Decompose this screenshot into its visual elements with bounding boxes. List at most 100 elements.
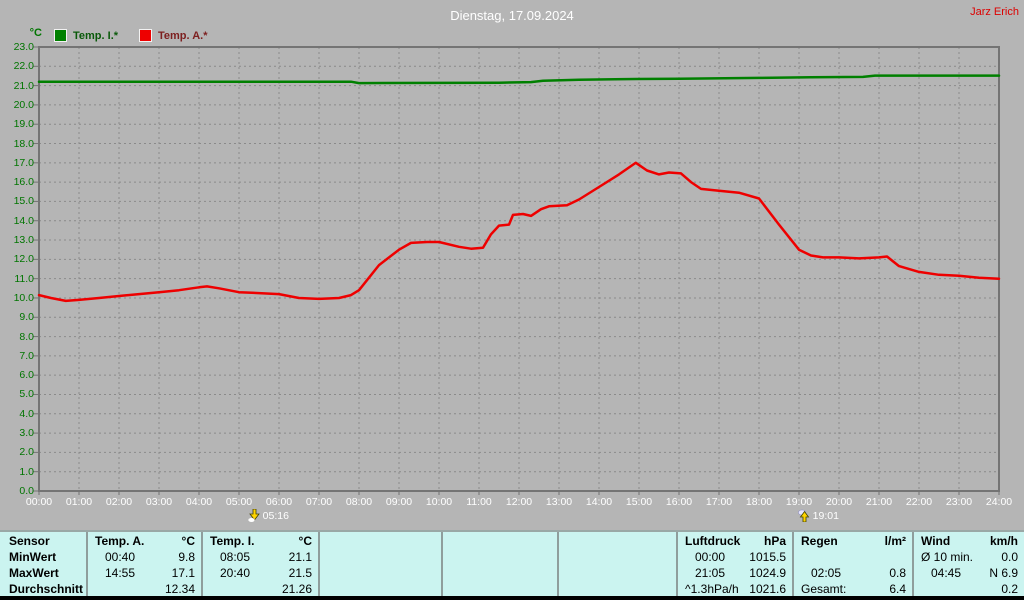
y-axis-tick-label: 13.0: [13, 234, 34, 247]
y-axis-tick-label: 17.0: [13, 156, 34, 169]
table-col-temp-i: Temp. I. °C 08:05 21.1 20:40 21.5 21.26: [203, 532, 320, 596]
sunset-icon: [797, 509, 811, 522]
table-row: [559, 565, 676, 581]
table-row: 08:05 21.1: [203, 549, 318, 565]
x-axis-tick-label: 22:00: [905, 496, 933, 508]
y-axis-unit-label: °C: [29, 27, 42, 39]
x-axis-tick-label: 02:00: [105, 496, 133, 508]
table-row: [443, 549, 557, 565]
cell-time: [559, 581, 566, 596]
temp-a-swatch-icon: [139, 29, 152, 42]
cell-time: [320, 549, 327, 565]
cell-time: 08:05: [220, 550, 251, 564]
table-row: 14:55 17.1: [88, 565, 201, 581]
y-axis-tick-label: 6.0: [19, 369, 34, 382]
x-axis-tick-label: 01:00: [65, 496, 93, 508]
x-axis-tick-label: 20:00: [825, 496, 853, 508]
cell-value: 0.2: [1001, 582, 1018, 596]
cell-time: [443, 581, 450, 596]
column-unit: km/h: [989, 534, 1018, 548]
x-axis-tick-label: 21:00: [865, 496, 893, 508]
cell-value: [551, 549, 557, 565]
y-axis-tick-label: 23.0: [13, 41, 34, 53]
table-row-label: MinWert: [0, 549, 86, 565]
temperature-chart: [33, 46, 1001, 495]
user-name: Jarz Erich: [970, 6, 1019, 18]
cell-time: 04:45: [931, 566, 962, 580]
cell-time: [88, 581, 95, 596]
table-header-row: [443, 533, 557, 549]
cell-value: [670, 581, 676, 596]
table-col-sensor: Sensor MinWert MaxWert Durchschnitt: [0, 532, 88, 596]
column-name: [443, 533, 450, 549]
table-col-empty: [320, 532, 443, 596]
cell-time: 14:55: [105, 566, 136, 580]
table-header-row: Luftdruck hPa: [678, 533, 792, 549]
table-row: [559, 549, 676, 565]
column-name: Luftdruck: [685, 534, 741, 548]
cell-time: 00:00: [695, 550, 726, 564]
row-label-text: MinWert: [9, 550, 57, 564]
cell-time: [320, 581, 327, 596]
x-axis-tick-label: 06:00: [265, 496, 293, 508]
x-axis-tick-label: 04:00: [185, 496, 213, 508]
table-row: 00:00 1015.5: [678, 549, 792, 565]
cell-value: [435, 565, 441, 581]
cell-time: 21:05: [695, 566, 726, 580]
x-axis-tick-label: 10:00: [425, 496, 453, 508]
y-axis-tick-label: 9.0: [19, 311, 34, 324]
legend-item-temp-a: Temp. A.*: [139, 29, 208, 42]
table-row: [794, 549, 912, 565]
cell-value: 9.8: [178, 550, 195, 564]
cell-value: 1015.5: [749, 550, 786, 564]
table-header-row: Wind km/h: [914, 533, 1024, 549]
y-axis-tick-label: 19.0: [13, 118, 34, 131]
cell-value: 6.4: [889, 582, 906, 596]
cell-time: [320, 565, 327, 581]
x-axis-tick-label: 15:00: [625, 496, 653, 508]
column-name: Temp. I.: [210, 534, 255, 548]
table-header-row: Temp. I. °C: [203, 533, 318, 549]
x-axis-tick-label: 18:00: [745, 496, 773, 508]
x-axis-tick-label: 19:00: [785, 496, 813, 508]
legend-label: Temp. A.*: [158, 29, 208, 42]
cell-value: 0.8: [889, 566, 906, 580]
table-header-row: [320, 533, 441, 549]
table-row-label: Durchschnitt: [0, 581, 86, 596]
cell-value: [551, 565, 557, 581]
column-unit: hPa: [763, 534, 786, 548]
table-row: 21.26: [203, 581, 318, 596]
cell-value: [435, 581, 441, 596]
x-axis-tick-label: 14:00: [585, 496, 613, 508]
table-row: [320, 549, 441, 565]
x-axis-tick-label: 08:00: [345, 496, 373, 508]
x-axis-tick-label: 16:00: [665, 496, 693, 508]
column-unit: °C: [181, 534, 195, 548]
table-header-row: Temp. A. °C: [88, 533, 201, 549]
table-row: [443, 565, 557, 581]
x-axis-tick-label: 17:00: [705, 496, 733, 508]
cell-value: 0.0: [1001, 550, 1018, 564]
y-axis-tick-label: 4.0: [19, 407, 34, 420]
column-unit: [551, 533, 557, 549]
page-title: Dienstag, 17.09.2024: [450, 8, 574, 23]
cell-time: [559, 565, 566, 581]
y-axis-tick-label: 0.0: [19, 485, 34, 497]
table-row: ^1.3hPa/h 1021.6: [678, 581, 792, 596]
cell-time: 20:40: [220, 566, 251, 580]
row-label-text: Sensor: [9, 534, 50, 548]
cell-value: 21.5: [288, 566, 312, 580]
table-col-empty: [443, 532, 559, 596]
series-line-1: [37, 161, 1001, 303]
cell-time: [559, 549, 566, 565]
cell-time: Ø 10 min.: [921, 550, 974, 564]
y-axis-tick-label: 22.0: [13, 60, 34, 73]
table-row: 04:45 N 6.9: [914, 565, 1024, 581]
cell-value: 12.34: [164, 582, 195, 596]
cell-time: [443, 565, 450, 581]
table-col-temp-a: Temp. A. °C 00:40 9.8 14:55 17.1 12.34: [88, 532, 203, 596]
cell-time: [203, 581, 210, 596]
cell-value: [906, 549, 912, 565]
legend-label: Temp. I.*: [73, 29, 119, 42]
statistics-table: Sensor MinWert MaxWert Durchschnitt Temp. A.…: [0, 530, 1024, 596]
